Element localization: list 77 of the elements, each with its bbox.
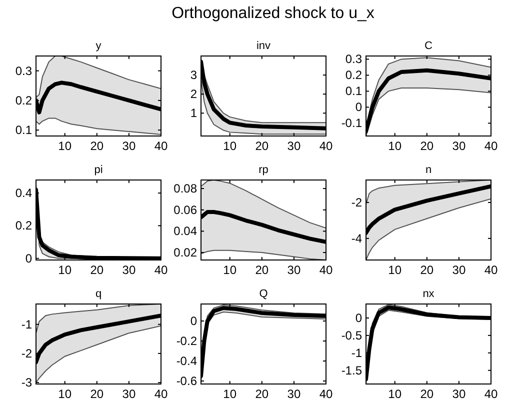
x-tick-label: 30 — [287, 387, 301, 401]
x-tick-label: 30 — [452, 139, 466, 153]
y-tick-label: 0.2 — [345, 68, 362, 82]
y-tick-label: 3 — [190, 68, 198, 82]
y-tick-label: -0.5 — [341, 328, 362, 342]
y-tick-label: 0 — [190, 314, 198, 328]
x-tick-label: 10 — [58, 139, 72, 153]
x-tick-label: 30 — [122, 387, 136, 401]
y-tick-label: 0.04 — [174, 224, 198, 238]
y-tick-label: -0.4 — [176, 354, 198, 368]
y-tick-label: 0 — [25, 251, 32, 266]
x-tick-label: 40 — [154, 139, 168, 153]
chart-title: nx — [422, 288, 435, 300]
chart-title: pi — [94, 164, 103, 176]
x-tick-label: 40 — [154, 387, 168, 401]
y-tick-label: 0.1 — [15, 123, 32, 138]
y-tick-label: 0.2 — [15, 218, 32, 233]
x-tick-label: 30 — [287, 139, 301, 153]
y-tick-label: -4 — [351, 231, 362, 246]
x-tick-label: 20 — [420, 263, 434, 277]
y-tick-label: 0.3 — [15, 64, 32, 78]
y-tick-label: -3 — [21, 376, 32, 390]
y-tick-label: 0.02 — [174, 246, 198, 260]
y-tick-label: 2 — [190, 87, 198, 102]
x-tick-label: 20 — [255, 263, 269, 277]
x-tick-label: 40 — [484, 387, 498, 401]
x-tick-label: 40 — [484, 263, 498, 277]
y-tick-label: -0.6 — [176, 374, 198, 388]
chart-title: C — [424, 40, 433, 52]
x-tick-label: 30 — [122, 263, 136, 277]
y-tick-label: -0.1 — [341, 116, 362, 130]
chart-title: q — [95, 288, 102, 300]
x-tick-label: 40 — [319, 139, 333, 153]
chart-title: rp — [258, 164, 268, 176]
x-tick-label: 40 — [154, 263, 168, 277]
x-tick-label: 40 — [484, 139, 498, 153]
y-tick-label: 0 — [355, 310, 362, 325]
x-tick-label: 20 — [255, 387, 269, 401]
chart-title: y — [96, 40, 102, 52]
x-tick-label: 20 — [90, 263, 104, 277]
x-tick-label: 20 — [255, 139, 269, 153]
y-tick-label: -0.2 — [176, 334, 198, 348]
y-tick-label: 0.3 — [345, 52, 362, 66]
x-tick-label: 10 — [388, 139, 402, 153]
x-tick-label: 10 — [388, 387, 402, 401]
x-tick-label: 20 — [90, 387, 104, 401]
x-tick-label: 30 — [122, 139, 136, 153]
y-tick-label: 0.1 — [345, 84, 362, 98]
y-tick-label: -1 — [351, 346, 362, 360]
x-tick-label: 40 — [319, 263, 333, 277]
x-tick-label: 10 — [388, 263, 402, 277]
y-tick-label: -1.5 — [341, 363, 362, 378]
chart-title: Q — [259, 288, 268, 300]
x-tick-label: 10 — [223, 387, 237, 401]
x-tick-label: 20 — [420, 387, 434, 401]
x-tick-label: 20 — [90, 139, 104, 153]
chart-title: n — [425, 164, 432, 176]
x-tick-label: 30 — [287, 263, 301, 277]
y-tick-label: 0.08 — [174, 182, 198, 196]
x-tick-label: 30 — [452, 387, 466, 401]
y-tick-label: -2 — [351, 195, 362, 210]
x-tick-label: 30 — [452, 263, 466, 277]
y-tick-label: 0.06 — [174, 202, 198, 217]
y-tick-label: -1 — [21, 317, 32, 332]
x-tick-label: 10 — [223, 263, 237, 277]
y-tick-label: -2 — [21, 346, 32, 360]
x-tick-label: 10 — [223, 139, 237, 153]
x-tick-label: 10 — [58, 387, 72, 401]
y-tick-label: 1 — [190, 106, 198, 120]
chart-title: inv — [256, 40, 272, 52]
y-tick-label: 0.4 — [15, 186, 32, 200]
y-tick-label: 0 — [355, 100, 362, 114]
x-tick-label: 10 — [58, 263, 72, 277]
x-tick-label: 40 — [319, 387, 333, 401]
text: Orthogonalized shock to u_x — [172, 5, 374, 22]
x-tick-label: 20 — [420, 139, 434, 153]
y-tick-label: 0.2 — [15, 93, 32, 108]
